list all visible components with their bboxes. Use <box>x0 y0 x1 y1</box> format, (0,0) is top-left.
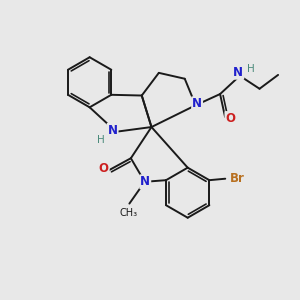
Text: CH₃: CH₃ <box>120 208 138 218</box>
Text: O: O <box>99 162 109 175</box>
Text: H: H <box>247 64 255 74</box>
Text: N: N <box>140 175 150 188</box>
Text: O: O <box>225 112 236 125</box>
Text: N: N <box>233 66 243 79</box>
Text: N: N <box>192 97 202 110</box>
Text: N: N <box>108 124 118 137</box>
Text: Br: Br <box>230 172 244 185</box>
Text: H: H <box>97 135 105 145</box>
